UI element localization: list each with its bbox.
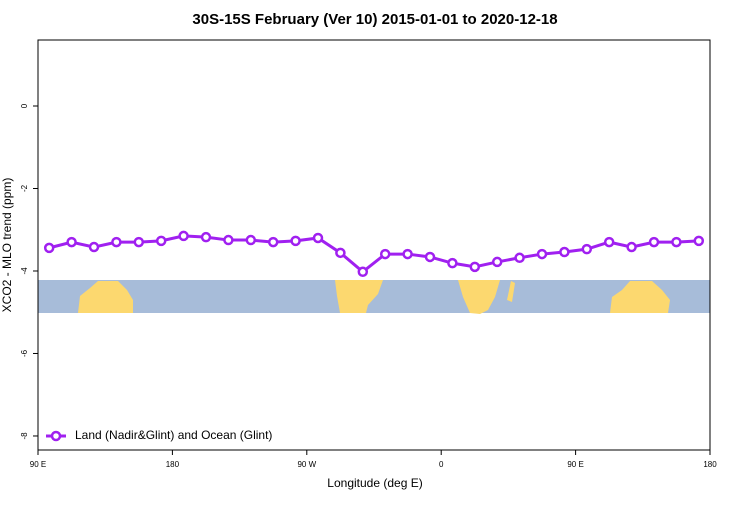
y-tick-label: -8 [20,432,29,440]
point [626,241,637,253]
point [223,234,234,246]
point [491,256,503,268]
legend-marker [50,430,62,442]
point [536,248,548,260]
y-tick-label: -4 [20,267,29,275]
land [335,280,383,313]
x-tick-label: 180 [166,460,180,469]
point [245,234,257,246]
land [458,280,500,314]
series-line [48,234,699,274]
point [43,242,55,254]
point [133,236,145,248]
point [514,252,525,264]
y-tick-label: -6 [20,349,29,357]
x-tick-label: 90 W [297,460,316,469]
plot-frame [37,39,711,451]
point [469,261,481,273]
x-axis-label: Longitude (deg E) [327,476,422,490]
point [379,248,391,260]
x-tick-label: 0 [439,460,444,469]
point [66,236,77,248]
point [111,236,122,248]
point [357,266,369,278]
x-tick-label: 90 E [567,460,583,469]
land [78,281,133,313]
x-tick-label: 90 E [30,460,46,469]
map-band [38,280,710,314]
point [402,248,413,260]
point [559,246,570,258]
point [603,236,615,248]
point [447,257,458,269]
x-tick-label: 180 [703,460,717,469]
point [648,236,660,248]
point [424,251,436,263]
land [610,281,670,313]
point [200,231,212,243]
y-tick-label: -2 [20,184,29,192]
point [155,235,167,247]
point [671,236,682,248]
chart-title: 30S-15S February (Ver 10) 2015-01-01 to … [192,11,557,28]
point [693,235,705,247]
y-tick-label: 0 [20,103,29,108]
y-axis-label: XCO2 - MLO trend (ppm) [0,178,14,313]
land [507,281,515,302]
point [267,236,279,248]
point [178,230,189,242]
legend-label: Land (Nadir&Glint) and Ocean (Glint) [75,428,272,442]
point [290,235,301,247]
point [581,243,593,255]
point [312,232,324,244]
point [88,241,100,253]
point [335,247,346,259]
